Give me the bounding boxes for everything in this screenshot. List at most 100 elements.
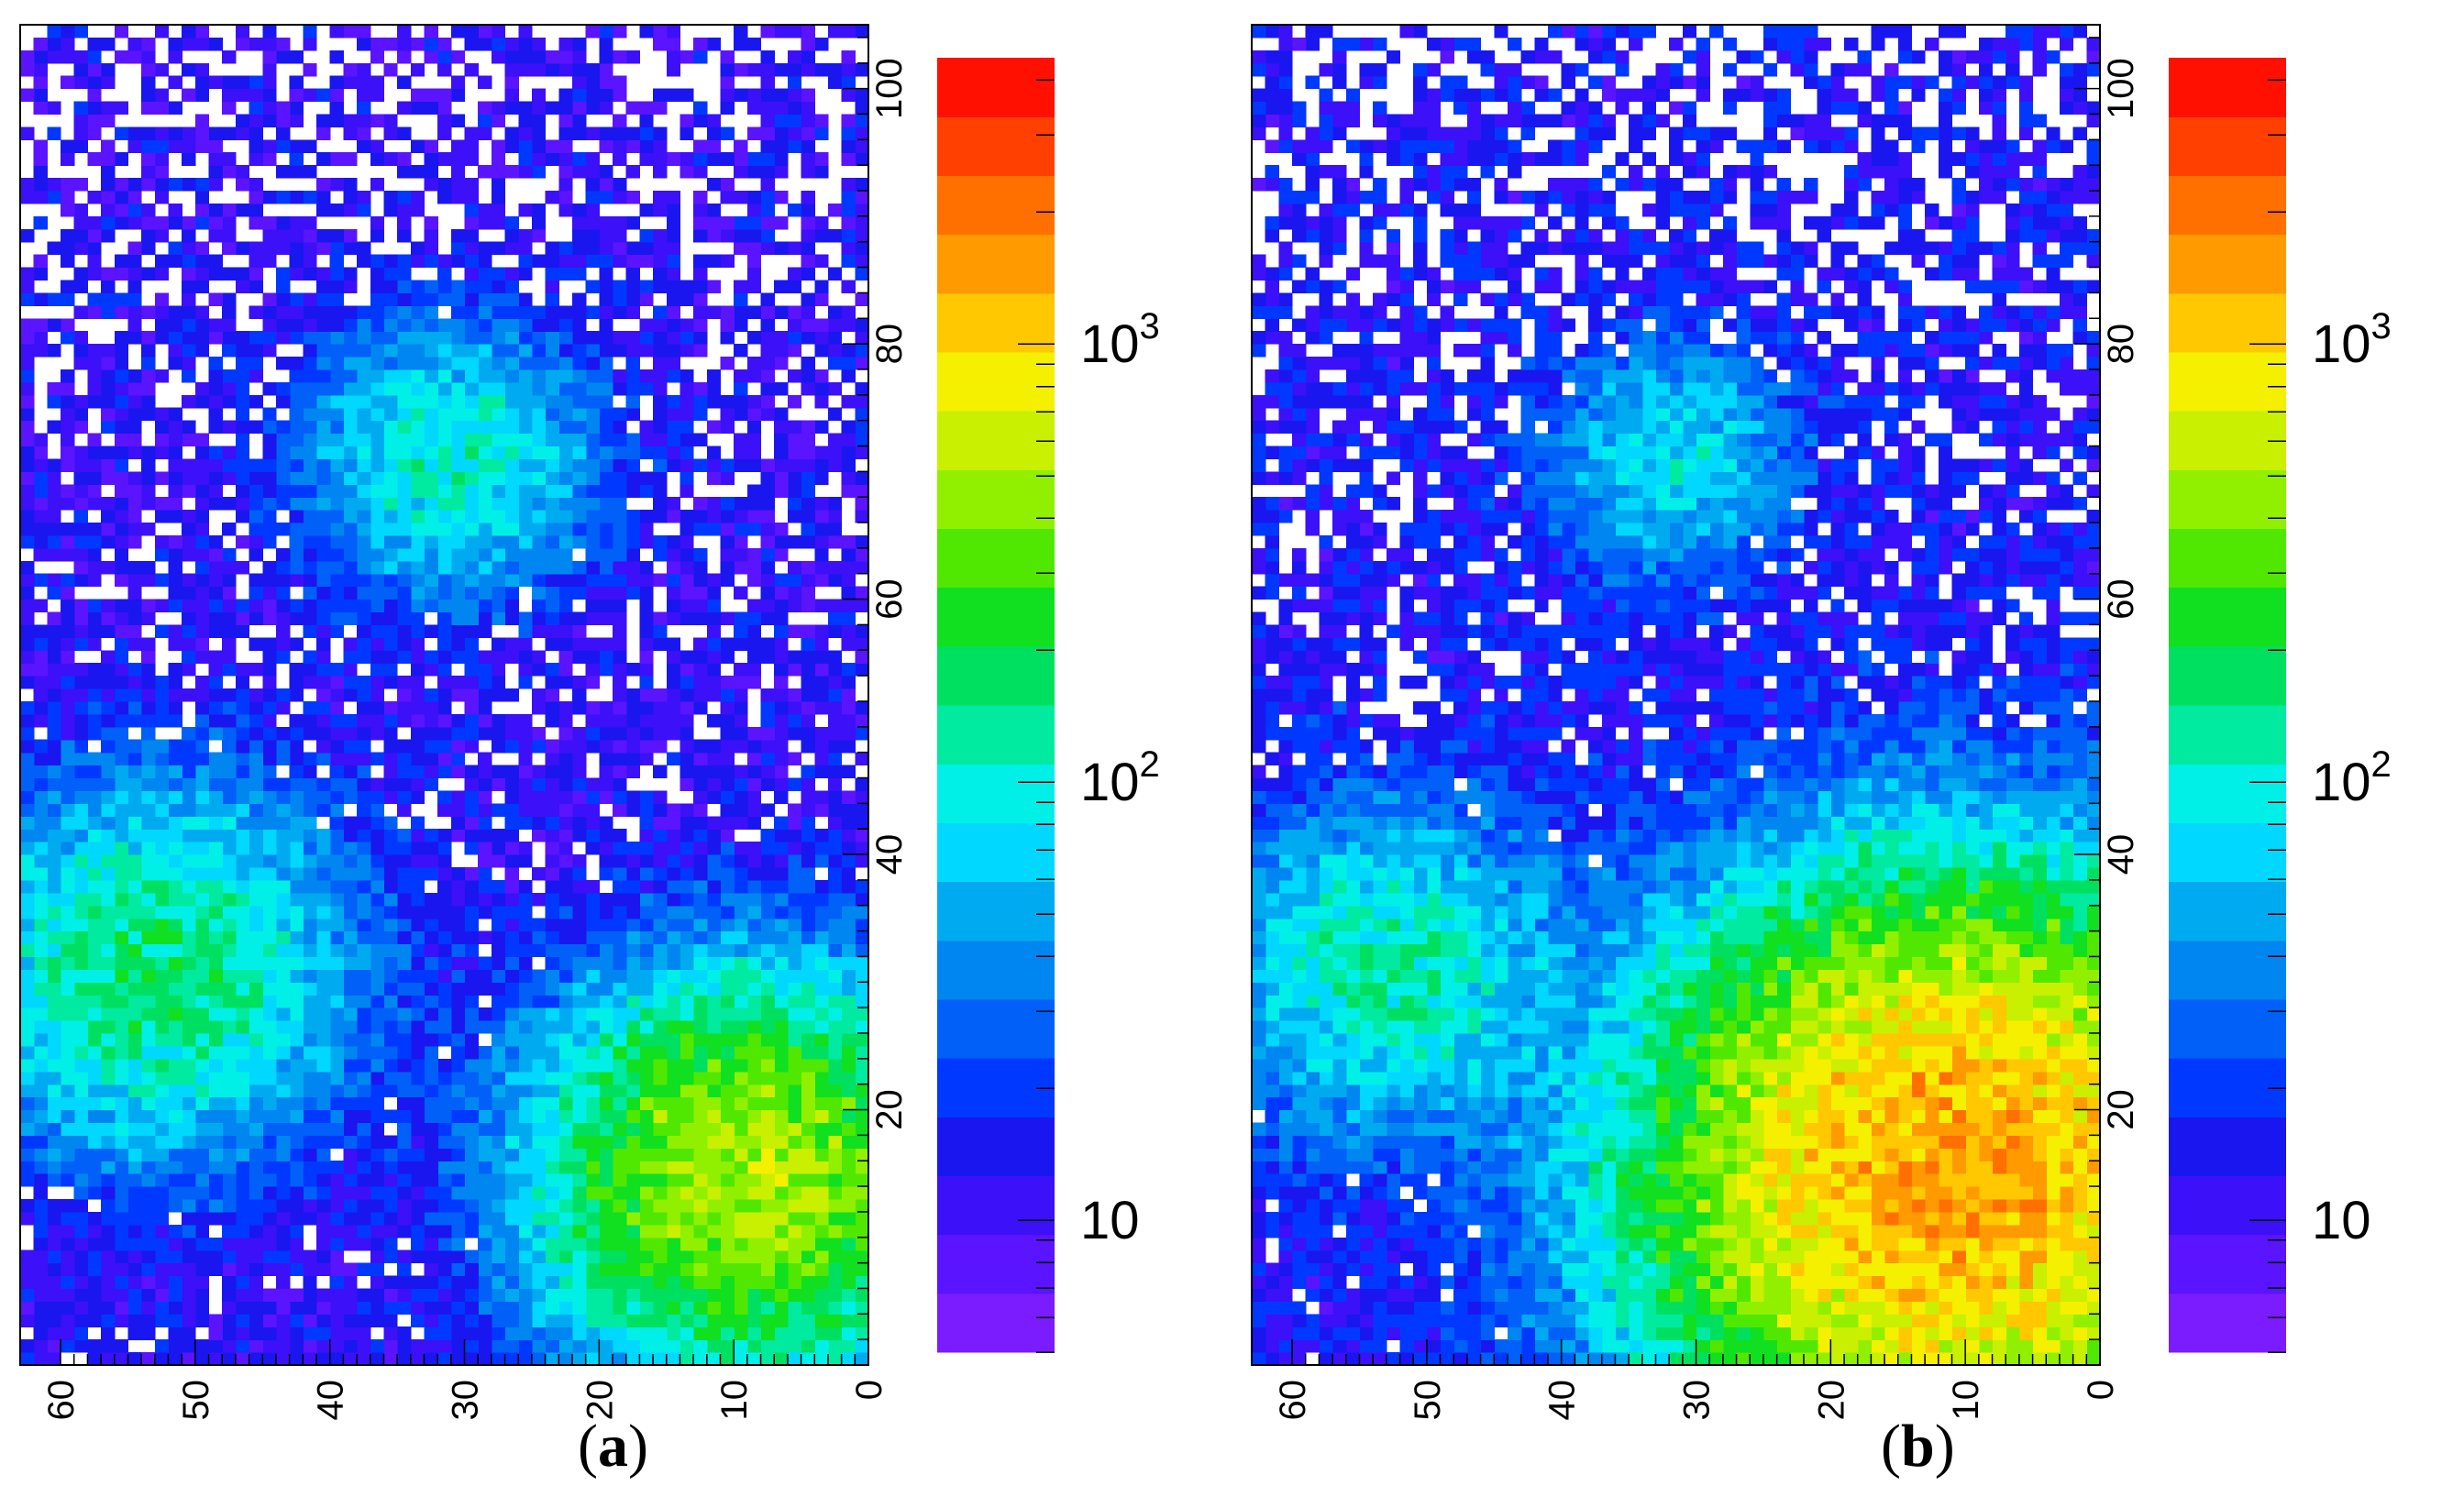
heatmap-cell (114, 713, 129, 728)
heatmap-cell (87, 394, 102, 409)
heatmap-cell (424, 407, 438, 422)
heatmap-cell (504, 918, 519, 932)
heatmap-cell (357, 739, 371, 754)
heatmap-cell (410, 280, 425, 293)
heatmap-cell (746, 777, 762, 792)
heatmap-cell (693, 510, 708, 523)
heatmap-cell (855, 1045, 869, 1060)
heatmap-cell (141, 497, 156, 511)
heatmap-cell (746, 1122, 762, 1136)
heatmap-cell (558, 1161, 573, 1174)
heatmap-cell (746, 1224, 762, 1238)
heatmap-cell (33, 663, 48, 677)
heatmap-cell (114, 510, 129, 523)
heatmap-cell (666, 1032, 681, 1047)
heatmap-cell (275, 1109, 291, 1124)
heatmap-cell (397, 765, 412, 779)
heatmap-cell (531, 1020, 547, 1034)
heatmap-cell (208, 1339, 223, 1353)
heatmap-cell (746, 1045, 762, 1060)
heatmap-cell (235, 943, 250, 958)
heatmap-cell (20, 969, 35, 983)
heatmap-cell (734, 1237, 748, 1251)
heatmap-cell (787, 1032, 802, 1047)
heatmap-cell (746, 1058, 762, 1073)
heatmap-cell (33, 803, 48, 817)
heatmap-cell (801, 458, 815, 472)
heatmap-cell (531, 1135, 547, 1149)
heatmap-cell (760, 1275, 775, 1290)
heatmap-cell (383, 611, 398, 626)
heatmap-cell (424, 650, 438, 664)
heatmap-cell (746, 1237, 762, 1251)
heatmap-cell (706, 1032, 722, 1047)
heatmap-cell (450, 523, 466, 536)
heatmap-cell (841, 842, 856, 855)
heatmap-cell (855, 816, 869, 830)
heatmap-cell (558, 420, 573, 435)
heatmap-cell (182, 816, 196, 830)
heatmap-cell (101, 943, 116, 958)
heatmap-cell (504, 611, 519, 626)
heatmap-cell (774, 956, 789, 970)
heatmap-cell (61, 1301, 75, 1315)
heatmap-cell (491, 1352, 506, 1366)
heatmap-cell (518, 752, 533, 766)
heatmap-cell (303, 1249, 317, 1264)
heatmap-cell (194, 1262, 210, 1277)
heatmap-cell (478, 624, 492, 638)
heatmap-cell (478, 280, 492, 293)
heatmap-cell (504, 637, 519, 651)
heatmap-cell (585, 497, 600, 511)
heatmap-cell (653, 624, 668, 638)
heatmap-cell (357, 1314, 371, 1327)
heatmap-cell (464, 956, 479, 970)
heatmap-cell (114, 547, 129, 562)
heatmap-cell (357, 956, 371, 970)
heatmap-cell (478, 1058, 492, 1073)
heatmap-cell (208, 254, 223, 269)
heatmap-cell (383, 777, 398, 792)
heatmap-cell (639, 995, 654, 1008)
heatmap-cell (545, 930, 559, 945)
heatmap-cell (141, 892, 156, 907)
heatmap-cell (289, 892, 304, 907)
heatmap-cell (262, 1122, 277, 1136)
heatmap-cell (357, 1237, 371, 1251)
heatmap-cell (746, 790, 762, 804)
heatmap-cell (478, 471, 492, 485)
heatmap-cell (841, 318, 856, 332)
heatmap-cell (370, 433, 385, 447)
heatmap-cell (329, 458, 344, 472)
heatmap-cell (787, 1020, 802, 1034)
heatmap-cell (666, 420, 681, 435)
heatmap-cell (101, 369, 116, 383)
heatmap-cell (101, 688, 116, 702)
heatmap-cell (613, 446, 627, 460)
heatmap-cell (504, 1314, 519, 1327)
heatmap-cell (571, 1084, 587, 1098)
heatmap-cell (357, 1109, 371, 1124)
heatmap-cell (639, 420, 654, 435)
heatmap-cell (424, 560, 438, 575)
heatmap-cell (410, 497, 425, 511)
heatmap-cell (585, 433, 600, 447)
heatmap-cell (504, 510, 519, 523)
heatmap-cell (599, 969, 613, 983)
heatmap-cell (666, 369, 681, 383)
heatmap-cell (491, 510, 506, 523)
heatmap-cell (329, 905, 344, 919)
heatmap-cell (329, 879, 344, 894)
heatmap-cell (653, 254, 668, 269)
heatmap-cell (141, 1211, 156, 1226)
heatmap-cell (693, 344, 708, 358)
heatmap-cell (47, 1262, 61, 1277)
heatmap-cell (464, 777, 479, 792)
heatmap-cell (693, 803, 708, 817)
heatmap-cell (275, 700, 291, 715)
heatmap-cell (101, 497, 116, 511)
heatmap-cell (33, 497, 48, 511)
heatmap-cell (693, 688, 708, 702)
heatmap-cell (478, 292, 492, 306)
heatmap-cell (437, 1249, 452, 1264)
